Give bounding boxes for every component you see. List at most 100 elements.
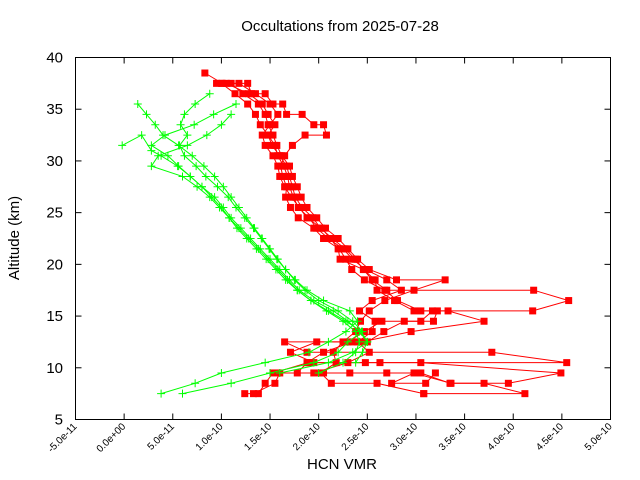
data-point-square xyxy=(317,224,325,232)
data-point-square xyxy=(303,203,311,211)
data-point-square xyxy=(258,100,266,108)
data-point-square xyxy=(320,235,328,242)
data-point-plus xyxy=(341,317,350,326)
data-point-plus xyxy=(205,89,214,98)
plot-frame xyxy=(75,57,611,420)
data-point-square xyxy=(368,276,376,284)
chart-title: Occultations from 2025-07-28 xyxy=(241,18,439,35)
data-point-plus xyxy=(357,327,366,336)
data-point-square xyxy=(530,286,538,294)
data-point-square xyxy=(373,379,381,387)
data-point-square xyxy=(373,286,381,294)
y-tick-label: 25 xyxy=(46,205,63,222)
data-point-plus xyxy=(257,234,266,243)
data-point-square xyxy=(264,131,272,139)
data-point-square xyxy=(227,79,235,87)
data-point-square xyxy=(298,203,306,211)
data-point-square xyxy=(310,369,318,377)
data-point-plus xyxy=(147,162,156,171)
data-point-plus xyxy=(334,348,343,357)
y-axis-label: Altitude (km) xyxy=(6,196,23,280)
data-point-square xyxy=(529,307,537,315)
x-tick-label: 1.0e-10 xyxy=(194,421,226,453)
data-point-square xyxy=(417,317,425,325)
data-point-plus xyxy=(183,131,192,140)
data-point-plus xyxy=(186,172,195,181)
y-tick-label: 40 xyxy=(46,50,63,67)
data-point-square xyxy=(282,193,290,201)
series-line xyxy=(179,93,364,395)
data-point-plus xyxy=(345,306,354,315)
data-point-square xyxy=(420,390,428,398)
data-point-square xyxy=(371,317,379,325)
y-tick-label: 20 xyxy=(46,256,63,273)
data-point-square xyxy=(271,121,279,129)
data-point-plus xyxy=(178,389,187,398)
data-point-square xyxy=(289,193,297,201)
data-point-plus xyxy=(227,379,236,388)
data-point-square xyxy=(480,317,488,325)
data-point-square xyxy=(329,348,337,356)
data-point-plus xyxy=(266,368,275,377)
data-point-plus xyxy=(232,203,240,212)
data-point-square xyxy=(235,79,243,87)
data-point-square xyxy=(313,214,321,222)
data-point-square xyxy=(380,328,388,336)
data-point-square xyxy=(288,141,296,149)
plot-data xyxy=(118,69,573,398)
data-point-plus xyxy=(343,337,352,346)
data-point-square xyxy=(250,390,258,398)
data-point-plus xyxy=(272,255,281,264)
data-point-plus xyxy=(232,224,241,233)
data-point-square xyxy=(293,183,301,191)
data-point-square xyxy=(339,338,347,346)
series-2 xyxy=(222,79,573,387)
data-point-square xyxy=(417,369,425,377)
data-point-plus xyxy=(213,182,222,191)
data-point-square xyxy=(297,193,305,201)
data-point-plus xyxy=(137,131,146,140)
data-point-square xyxy=(354,255,362,263)
data-point-square xyxy=(251,90,259,98)
data-point-plus xyxy=(242,234,251,243)
data-point-plus xyxy=(191,100,200,109)
data-point-square xyxy=(266,100,274,108)
data-point-square xyxy=(368,297,376,305)
data-point-square xyxy=(344,245,352,253)
data-point-square xyxy=(284,172,292,180)
data-point-plus xyxy=(227,110,236,119)
data-point-plus xyxy=(271,265,280,274)
data-point-square xyxy=(309,214,317,222)
data-point-square xyxy=(428,307,436,315)
data-point-plus xyxy=(209,110,218,119)
data-point-square xyxy=(288,172,296,180)
data-point-plus xyxy=(275,368,284,377)
data-point-square xyxy=(383,286,391,294)
data-point-square xyxy=(305,214,313,222)
data-point-plus xyxy=(199,162,208,171)
data-point-plus xyxy=(205,193,214,202)
x-tick-label: 3.0e-10 xyxy=(388,421,420,453)
data-point-square xyxy=(244,79,252,87)
x-tick-label: 4.5e-10 xyxy=(534,421,566,453)
data-point-plus xyxy=(192,162,201,171)
data-point-plus xyxy=(314,368,323,377)
data-point-square xyxy=(429,317,437,325)
data-point-plus xyxy=(191,379,200,388)
data-point-square xyxy=(422,379,430,387)
data-point-plus xyxy=(180,110,189,119)
data-point-square xyxy=(383,276,391,284)
data-point-square xyxy=(222,79,230,87)
data-point-square xyxy=(276,172,284,180)
data-point-plus xyxy=(351,358,360,367)
data-point-plus xyxy=(261,358,270,367)
x-tick-label: 5.0e-10 xyxy=(583,421,615,453)
data-point-square xyxy=(557,369,565,377)
data-point-square xyxy=(346,369,354,377)
data-point-plus xyxy=(249,224,258,233)
data-point-plus xyxy=(190,120,199,129)
data-point-square xyxy=(320,121,328,129)
data-point-square xyxy=(410,369,418,377)
data-point-square xyxy=(294,214,302,222)
data-point-plus xyxy=(324,306,333,315)
